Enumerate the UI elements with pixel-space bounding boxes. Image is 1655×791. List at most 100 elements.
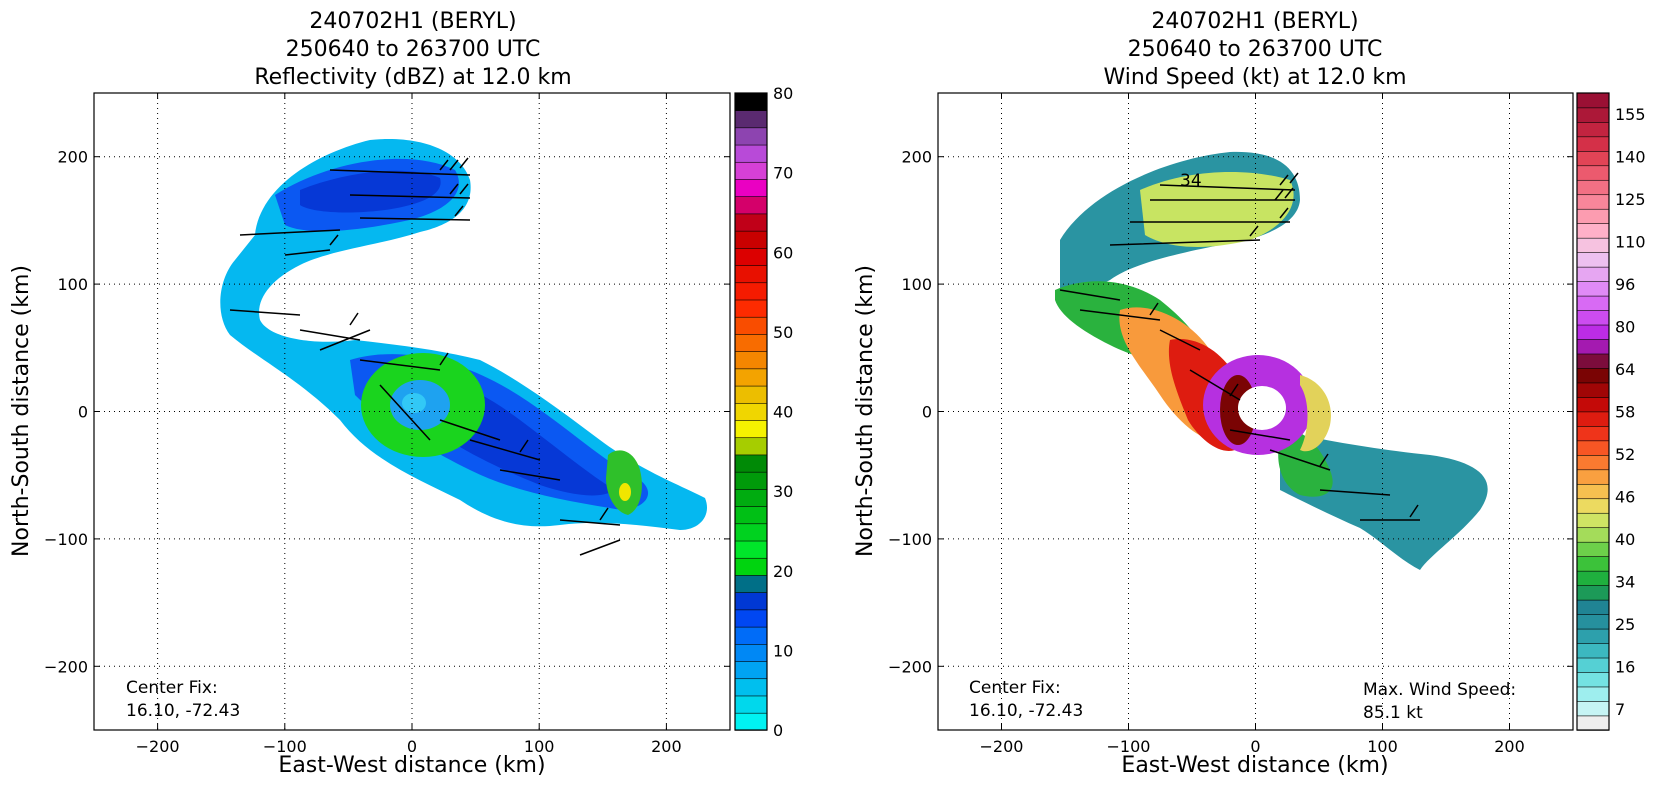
wind-speed-field: 34	[1055, 151, 1488, 570]
radar-echo-outer	[220, 139, 708, 531]
colorbar-tick-label: 25	[1615, 615, 1635, 634]
chart-title-line-3: Wind Speed (kt) at 12.0 km	[1103, 65, 1406, 90]
colorbar-tick-label: 52	[1615, 445, 1635, 464]
y-tick-label: 0	[78, 403, 88, 422]
colorbar-swatch	[1576, 92, 1610, 109]
colorbar-tick-label: 155	[1615, 105, 1646, 124]
colorbar-swatch	[1576, 498, 1610, 514]
max-wind-speed-value: 85.1 kt	[1363, 703, 1423, 723]
colorbar-swatch	[734, 333, 768, 352]
reflectivity-ticks: −200 −100 0 100 200 −200 −100 0 100 200	[44, 93, 730, 756]
colorbar-tick-label: 40	[1615, 530, 1635, 549]
colorbar-swatch	[734, 557, 768, 576]
colorbar-swatch	[1576, 251, 1610, 268]
colorbar-swatch	[734, 626, 768, 645]
colorbar-swatch	[1576, 541, 1610, 557]
colorbar-tick-label: 10	[773, 641, 793, 660]
wind-barbs	[1059, 172, 1420, 521]
center-fix-label: Center Fix:	[969, 678, 1061, 698]
reflectivity-grid	[94, 93, 730, 730]
x-tick-label: −100	[263, 737, 307, 756]
colorbar-swatch	[1576, 396, 1610, 413]
center-fix-value: 16.10, -72.43	[126, 701, 240, 721]
colorbar-swatch	[1576, 527, 1610, 543]
colorbar-tick-label: 110	[1615, 233, 1646, 252]
colorbar-swatch	[734, 109, 768, 129]
colorbar-swatch	[734, 282, 768, 301]
colorbar-swatch	[1576, 440, 1610, 456]
colorbar-swatch	[1576, 628, 1610, 644]
y-axis-label: North-South distance (km)	[853, 265, 878, 557]
colorbar-swatch	[1576, 642, 1610, 659]
colorbar-swatch	[1576, 686, 1610, 702]
colorbar-swatch	[734, 316, 768, 335]
colorbar-swatch	[734, 540, 768, 559]
colorbar-swatch	[1576, 165, 1610, 181]
x-tick-label: −200	[980, 737, 1024, 756]
y-tick-label: 200	[901, 148, 932, 167]
wind-speed-ticks: −200 −100 0 100 200 −200 −100 0 100 200	[888, 93, 1573, 756]
wind-field-yellow-arc	[1300, 375, 1331, 452]
colorbar-swatch	[734, 299, 768, 318]
colorbar-tick-label: 16	[1615, 657, 1635, 676]
radar-echo-moderate	[275, 158, 649, 510]
y-tick-label: −200	[888, 657, 932, 676]
colorbar-swatch	[1576, 367, 1610, 384]
colorbar-swatch	[734, 488, 768, 507]
colorbar-swatch	[734, 505, 768, 525]
colorbar-swatch	[734, 264, 768, 284]
colorbar-swatch	[734, 678, 768, 697]
colorbar-swatch	[734, 660, 768, 680]
colorbar-swatch	[734, 127, 768, 146]
colorbar-swatch	[1576, 194, 1610, 210]
colorbar-swatch	[1576, 483, 1610, 500]
colorbar-swatch	[734, 523, 768, 542]
colorbar-swatch	[1576, 266, 1610, 282]
y-tick-label: −100	[44, 530, 88, 549]
wind-barbs	[229, 157, 621, 556]
colorbar-frame	[1576, 92, 1610, 731]
colorbar-swatch	[1576, 324, 1610, 340]
x-tick-label: 200	[1494, 737, 1525, 756]
colorbar-swatch	[1576, 309, 1610, 326]
colorbar-swatch	[734, 437, 768, 456]
x-tick-label: 0	[407, 737, 417, 756]
chart-title-line-1: 240702H1 (BERYL)	[1151, 9, 1358, 34]
colorbar-tick-label: 60	[773, 243, 793, 262]
colorbar-swatch	[734, 385, 768, 404]
colorbar-swatch	[734, 454, 768, 473]
colorbar-tick-label: 46	[1615, 487, 1635, 506]
colorbar-tick-label: 58	[1615, 403, 1635, 422]
y-tick-label: −100	[888, 530, 932, 549]
colorbar-tick-label: 96	[1615, 275, 1635, 294]
colorbar-swatch	[1576, 671, 1610, 688]
colorbar-swatch	[734, 144, 768, 163]
wind-field-gale	[1140, 171, 1294, 247]
x-tick-label: −100	[1107, 737, 1151, 756]
colorbar-swatch	[1576, 237, 1610, 253]
colorbar-swatch	[734, 178, 768, 197]
colorbar-tick-label: 125	[1615, 190, 1646, 209]
y-tick-label: 100	[901, 275, 932, 294]
colorbar-swatch	[1576, 584, 1610, 601]
center-fix-label: Center Fix:	[126, 678, 218, 698]
colorbar-tick-label: 30	[773, 482, 793, 501]
y-tick-label: −200	[44, 657, 88, 676]
colorbar-swatch	[734, 195, 768, 215]
chart-title-line-2: 250640 to 263700 UTC	[286, 37, 541, 62]
colorbar-tick-label: 0	[773, 721, 783, 740]
wind-field-outer	[1060, 151, 1488, 570]
colorbar-swatch	[734, 574, 768, 593]
colorbar-swatch	[734, 92, 768, 111]
colorbar-tick-label: 34	[1615, 572, 1635, 591]
colorbar-tick-label: 70	[773, 164, 793, 183]
x-tick-label: 100	[524, 737, 555, 756]
center-fix-value: 16.10, -72.43	[969, 701, 1083, 721]
reflectivity-field	[220, 139, 708, 556]
colorbar-swatch	[1576, 179, 1610, 196]
wind-speed-colorbar: 7 16 25 34 40 46 52 58 64 80 96 110 125 140 155	[1576, 92, 1646, 731]
colorbar-swatch	[1576, 425, 1610, 442]
wind-speed-grid	[938, 93, 1573, 730]
colorbar-swatch	[1576, 469, 1610, 485]
x-axis-label: East-West distance (km)	[278, 753, 545, 778]
